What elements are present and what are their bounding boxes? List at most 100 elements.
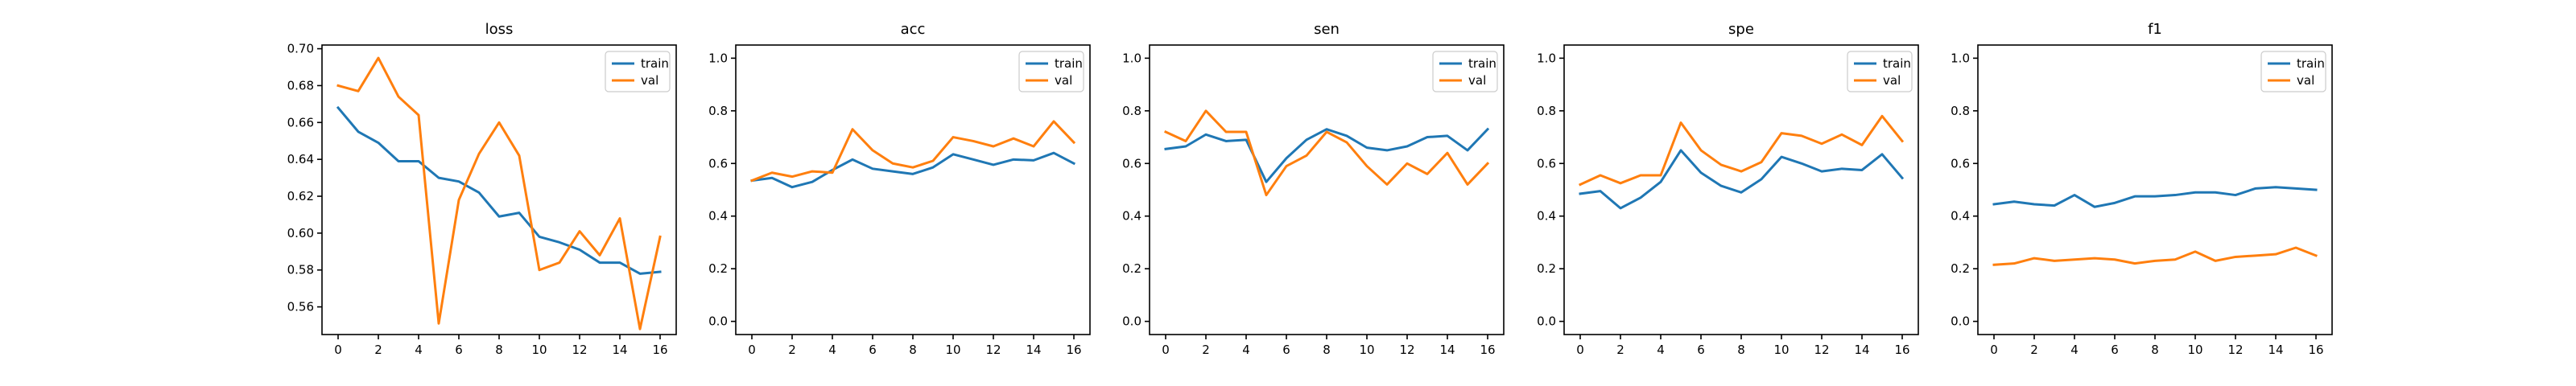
legend-label-train: train: [641, 56, 669, 71]
y-tick-label: 0.0: [1122, 314, 1141, 329]
x-tick-label: 16: [2308, 343, 2323, 357]
x-tick-label: 2: [1616, 343, 1624, 357]
series-line-train: [750, 151, 1076, 189]
legend-label-val: val: [2297, 73, 2314, 88]
x-tick-label: 10: [531, 343, 547, 357]
x-tick-label: 10: [945, 343, 960, 357]
x-tick-label: 8: [2151, 343, 2159, 357]
x-tick-label: 4: [415, 343, 423, 357]
y-tick-label: 0.62: [287, 189, 314, 203]
y-tick-label: 0.0: [1951, 314, 1970, 329]
y-tick-label: 0.4: [1537, 209, 1556, 224]
x-tick-label: 12: [985, 343, 1001, 357]
axes-frame: [1563, 44, 1919, 335]
legend-label-train: train: [2297, 56, 2325, 71]
x-tick-label: 0: [1576, 343, 1584, 357]
x-tick-label: 0: [1990, 343, 1998, 357]
legend: train val: [1847, 51, 1913, 92]
x-tick-label: 14: [1854, 343, 1869, 357]
x-tick-label: 6: [1282, 343, 1290, 357]
axes-frame: [321, 44, 677, 335]
x-tick-label: 2: [374, 343, 382, 357]
x-tick-label: 6: [869, 343, 877, 357]
series-line-val: [1579, 114, 1905, 187]
subplot-loss: loss 0 2 4 6 8 10 12 14 16 0.56 0.58 0.60 0.62 0.64 0.6…: [287, 21, 677, 357]
x-tick-label: 14: [1026, 343, 1041, 357]
y-tick-label: 1.0: [1951, 51, 1970, 65]
x-tick-label: 12: [1399, 343, 1414, 357]
y-tick-label: 0.2: [1951, 261, 1970, 276]
axes-frame: [1977, 44, 2333, 335]
y-tick-label: 0.4: [708, 209, 728, 224]
y-tick-label: 0.8: [1951, 104, 1970, 118]
y-tick-label: 0.8: [1122, 104, 1141, 118]
legend-label-val: val: [641, 73, 658, 88]
legend-label-val: val: [1883, 73, 1901, 88]
legend: train val: [605, 51, 671, 92]
series-line-train: [336, 105, 662, 275]
subplot-title: spe: [1728, 21, 1754, 38]
legend-label-val: val: [1468, 73, 1486, 88]
y-tick-label: 0.0: [1537, 314, 1556, 329]
x-tick-label: 2: [2030, 343, 2038, 357]
y-tick-label: 0.66: [287, 115, 314, 129]
legend-label-train: train: [1468, 56, 1496, 71]
x-tick-label: 10: [2187, 343, 2202, 357]
x-tick-label: 4: [828, 343, 836, 357]
x-tick-label: 6: [1697, 343, 1705, 357]
y-tick-label: 0.8: [708, 104, 728, 118]
y-tick-label: 0.60: [287, 226, 314, 240]
x-tick-label: 8: [909, 343, 917, 357]
legend: train val: [1432, 51, 1498, 92]
legend-label-train: train: [1883, 56, 1911, 71]
x-tick-label: 4: [2070, 343, 2079, 357]
x-tick-label: 14: [1439, 343, 1455, 357]
x-tick-label: 12: [1814, 343, 1829, 357]
x-tick-label: 8: [1737, 343, 1745, 357]
series-line-val: [1992, 246, 2318, 266]
x-tick-label: 0: [748, 343, 756, 357]
subplot-f1: f1 0 2 4 6 8 10 12 14 16 0.0 0.2 0.4 0.6 0.8 1.0 train va…: [1951, 21, 2333, 357]
subplot-title: sen: [1314, 21, 1340, 38]
x-tick-label: 4: [1242, 343, 1250, 357]
y-tick-label: 0.6: [1537, 156, 1556, 170]
y-tick-label: 0.6: [1122, 156, 1141, 170]
y-tick-label: 0.58: [287, 263, 314, 277]
y-tick-label: 1.0: [1122, 51, 1141, 65]
y-tick-label: 0.8: [1537, 104, 1556, 118]
axes-frame: [1149, 44, 1505, 335]
x-tick-label: 16: [652, 343, 667, 357]
legend-label-val: val: [1055, 73, 1072, 88]
y-tick-label: 0.6: [708, 156, 728, 170]
legend-label-train: train: [1055, 56, 1083, 71]
y-tick-label: 1.0: [708, 51, 728, 65]
y-tick-label: 0.4: [1122, 209, 1141, 224]
series-line-train: [1992, 186, 2318, 208]
subplot-title: loss: [485, 21, 514, 38]
x-tick-label: 12: [572, 343, 587, 357]
subplot-sen: sen 0 2 4 6 8 10 12 14 16 0.0 0.2 0.4 0.6 0.8 1.0 train v…: [1122, 21, 1505, 357]
series-line-val: [1164, 109, 1490, 197]
y-tick-label: 0.6: [1951, 156, 1970, 170]
x-tick-label: 0: [334, 343, 342, 357]
y-tick-label: 0.68: [287, 78, 314, 92]
y-tick-label: 0.0: [708, 314, 728, 329]
x-tick-label: 12: [2227, 343, 2243, 357]
y-tick-label: 0.2: [708, 261, 728, 276]
x-tick-label: 16: [1894, 343, 1909, 357]
x-tick-label: 0: [1162, 343, 1170, 357]
x-tick-label: 6: [455, 343, 463, 357]
y-tick-label: 0.56: [287, 300, 314, 314]
x-tick-label: 16: [1480, 343, 1495, 357]
legend: train val: [2260, 51, 2326, 92]
y-tick-label: 1.0: [1537, 51, 1556, 65]
series-line-val: [336, 56, 662, 331]
y-tick-label: 0.2: [1537, 261, 1556, 276]
x-tick-label: 2: [788, 343, 796, 357]
y-tick-label: 0.70: [287, 42, 314, 56]
series-line-train: [1579, 149, 1905, 210]
x-tick-label: 14: [2268, 343, 2283, 357]
series-line-val: [750, 120, 1076, 183]
legend: train val: [1018, 51, 1084, 92]
x-tick-label: 6: [2111, 343, 2119, 357]
